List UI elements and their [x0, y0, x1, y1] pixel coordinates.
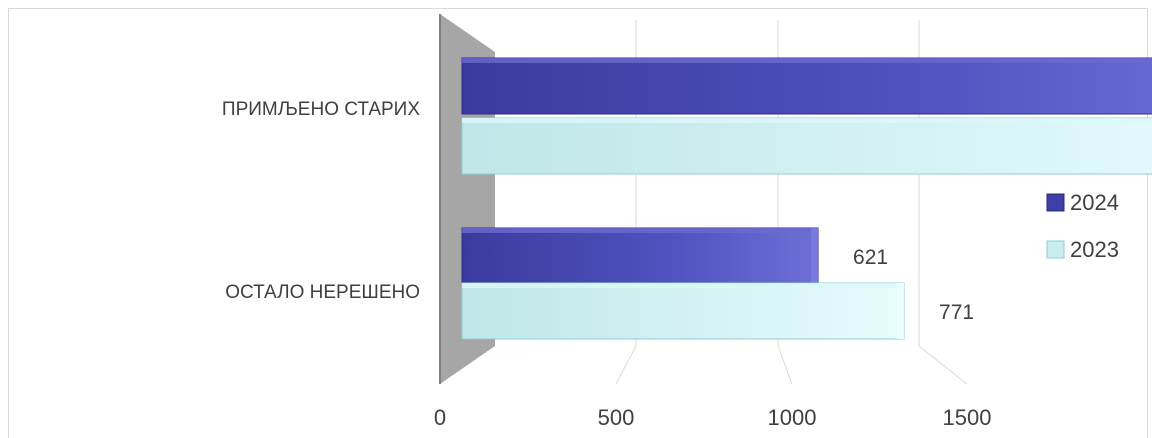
- bar-top-2023-0: [462, 118, 1152, 123]
- legend-swatch-2023: [1046, 240, 1065, 259]
- bar-end-2023-1: [897, 283, 905, 339]
- value-labels: 13501371621771: [853, 246, 974, 324]
- bar-2023-1: [461, 282, 905, 340]
- legend-label-2024: 2024: [1070, 190, 1119, 215]
- bar-top-2024-1: [462, 228, 819, 233]
- tick-label-0: 0: [434, 405, 446, 430]
- category-label-1: ОСТАЛО НЕРЕШЕНО: [225, 282, 420, 303]
- bar-2024-1: [461, 227, 819, 285]
- tick-label-1500: 1500: [943, 405, 992, 430]
- legend-swatch-2024: [1046, 193, 1065, 212]
- value-label-2024-1: 621: [853, 246, 888, 269]
- bars: [461, 57, 1152, 340]
- bar-end-2024-1: [811, 228, 819, 284]
- bar-2023-0: [461, 117, 1152, 175]
- tick-label-500: 500: [598, 405, 635, 430]
- chart-frame: [8, 8, 1148, 438]
- bar-top-2023-1: [462, 283, 905, 288]
- legend-label-2023: 2023: [1070, 237, 1119, 262]
- bar-2024-0: [461, 57, 1152, 115]
- bar-top-2024-0: [462, 58, 1152, 63]
- tick-label-1000: 1000: [768, 405, 817, 430]
- value-label-2023-1: 771: [939, 301, 974, 324]
- legend: 2024 2023: [1046, 190, 1119, 262]
- category-label-0: ПРИМЉЕНО СТАРИХ: [222, 99, 420, 120]
